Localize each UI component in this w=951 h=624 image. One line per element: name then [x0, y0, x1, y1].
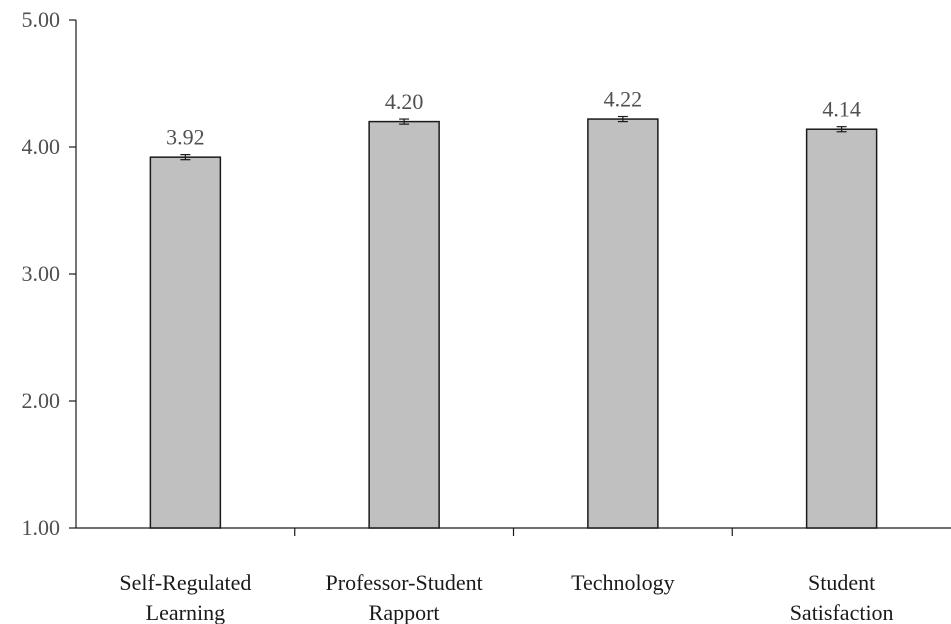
category-label: Self-Regulated: [119, 570, 251, 595]
y-tick-label: 4.00: [22, 134, 61, 159]
bar: [149, 156, 222, 529]
axes: 1.00 2.00 3.00 4.00 5.00: [22, 7, 951, 540]
category-label: Satisfaction: [790, 600, 894, 624]
y-tick-label: 2.00: [22, 388, 61, 413]
data-label: 3.92: [166, 125, 205, 150]
category-label: Technology: [571, 570, 675, 595]
bar: [587, 118, 659, 529]
labels: 3.92 Self-Regulated Learning 4.20 Professor-…: [119, 87, 893, 624]
bar: [805, 128, 878, 529]
category-label: Rapport: [369, 600, 440, 624]
category-label: Professor-Student: [326, 570, 483, 595]
y-tick-label: 3.00: [22, 261, 61, 286]
bars: [149, 115, 878, 529]
data-label: 4.14: [822, 97, 861, 122]
category-label: Student: [808, 570, 875, 595]
category-label: Learning: [146, 600, 225, 624]
y-tick-label: 1.00: [22, 515, 61, 540]
data-label: 4.22: [604, 87, 643, 112]
data-label: 4.20: [385, 89, 424, 114]
y-tick-label: 5.00: [22, 7, 61, 32]
bar: [368, 120, 440, 529]
